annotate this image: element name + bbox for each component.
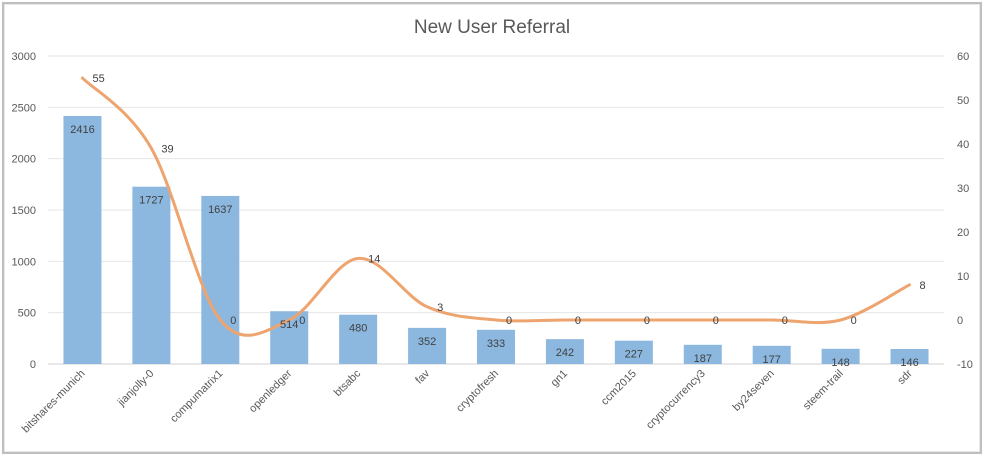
bar [339, 314, 378, 364]
left-tick-label: 2000 [12, 154, 36, 166]
category-label: ccm2015 [599, 368, 639, 408]
left-tick-label: 3000 [12, 51, 36, 63]
line-value-label: 0 [230, 315, 236, 327]
category-label: gn1 [549, 368, 570, 389]
chart-title: New User Referral [414, 17, 570, 38]
right-tick-label: 30 [957, 183, 969, 195]
category-label: cryptofresh [454, 368, 501, 415]
gridlines [48, 55, 944, 365]
line-value-label: 55 [92, 73, 104, 85]
bar-value-label: 177 [763, 354, 781, 366]
line-path [80, 76, 912, 337]
line-value-label: 0 [644, 315, 650, 327]
bar [201, 195, 240, 364]
bar-value-label: 227 [625, 349, 643, 361]
left-tick-label: 1500 [12, 205, 36, 217]
bar [408, 327, 447, 364]
category-label: steem-trail [801, 368, 846, 413]
category-label: by24seven [731, 368, 777, 414]
category-label: compumatrix1 [168, 368, 225, 425]
bar-value-label: 514 [280, 319, 298, 331]
right-tick-label: 0 [957, 315, 963, 327]
bar [752, 345, 791, 364]
line-value-label: 8 [920, 280, 926, 292]
category-label: fav [413, 367, 432, 386]
bar-value-label: 333 [487, 338, 505, 350]
line-value-label: 39 [161, 143, 173, 155]
bar-value-label: 1637 [208, 204, 232, 216]
line-value-label: 3 [437, 302, 443, 314]
bar [614, 340, 653, 364]
bar-value-label: 146 [900, 357, 918, 369]
bar [545, 339, 584, 364]
category-label: cryptocurrency3 [644, 368, 708, 432]
right-tick-label: -10 [957, 359, 973, 371]
left-tick-label: 2500 [12, 102, 36, 114]
bar [132, 186, 171, 364]
bar-value-label: 352 [418, 336, 436, 348]
bar [821, 348, 860, 364]
category-label: bitshares-munich [20, 368, 88, 436]
left-tick-label: 0 [30, 359, 36, 371]
bar-value-label: 148 [831, 357, 849, 369]
bar [63, 115, 102, 364]
bar-value-label: 242 [556, 347, 574, 359]
right-tick-label: 50 [957, 95, 969, 107]
bar-value-label: 2416 [70, 124, 94, 136]
bar [477, 329, 515, 364]
right-tick-label: 10 [957, 271, 969, 283]
left-tick-label: 1000 [12, 256, 36, 268]
line-value-label: 0 [782, 315, 788, 327]
category-label: btsabc [332, 367, 364, 399]
bar-series [63, 115, 929, 364]
bar [890, 349, 929, 364]
line-value-label: 0 [713, 315, 719, 327]
category-label: openledger [247, 367, 295, 415]
line-series [80, 76, 912, 337]
line-value-label: 0 [506, 315, 512, 327]
right-tick-label: 20 [957, 227, 969, 239]
right-tick-label: 40 [957, 139, 969, 151]
left-axis: 0 500 1000 1500 2000 2500 3000 [12, 51, 36, 371]
left-tick-label: 500 [18, 308, 36, 320]
line-value-label: 0 [851, 315, 857, 327]
category-axis: bitshares-munich jianjolly-0 compumatrix1 o… [20, 367, 915, 435]
bar-value-label: 187 [694, 353, 712, 365]
category-label: jianjolly-0 [115, 368, 157, 410]
right-tick-label: 60 [957, 51, 969, 63]
right-axis: -10 0 10 20 30 40 50 60 [957, 51, 973, 371]
bar-value-label: 480 [349, 323, 367, 335]
line-value-label: 14 [368, 253, 380, 265]
line-value-label: 0 [299, 315, 305, 327]
bar-value-label: 1727 [139, 195, 163, 207]
line-value-label: 0 [575, 315, 581, 327]
bar [683, 344, 722, 364]
category-label: sdr [895, 367, 915, 387]
